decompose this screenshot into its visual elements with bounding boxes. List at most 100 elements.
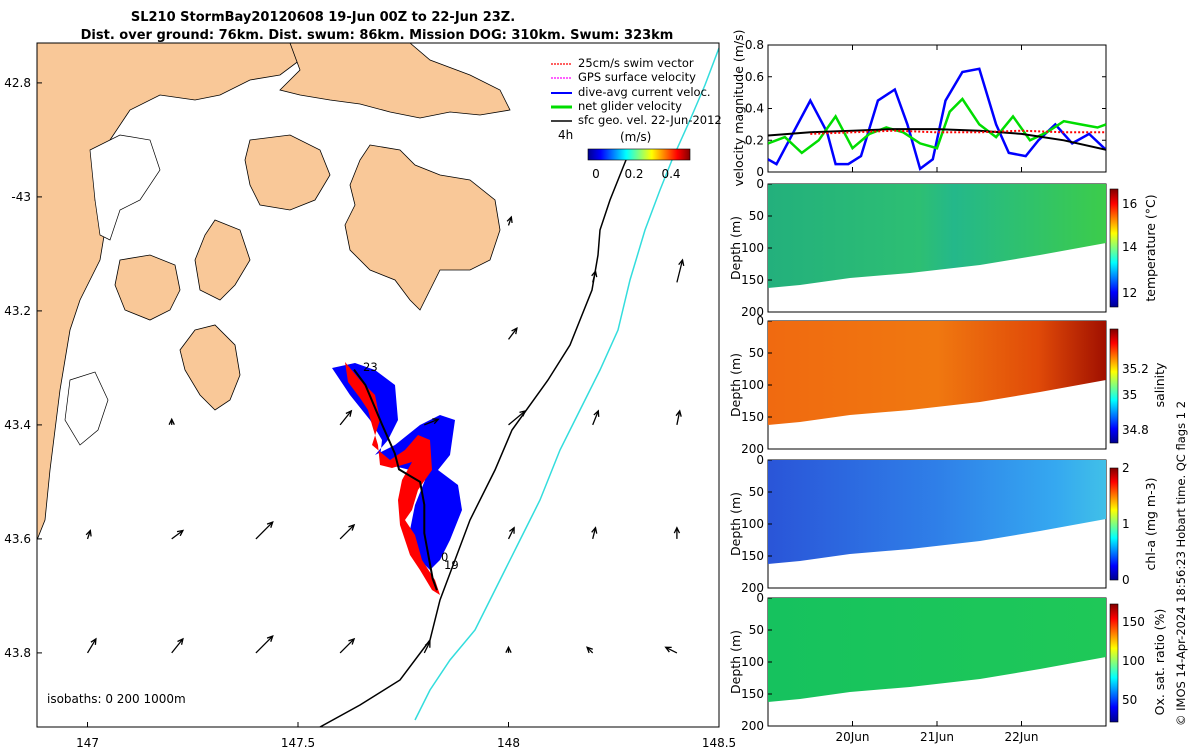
surface-vector [339,409,353,426]
depth-tick-label: 100 [741,378,764,392]
land-forestier [344,144,501,311]
oxygen-colorbar [1109,603,1119,723]
velocity-y-tick-label: 0 [756,165,764,179]
swim-vector-band [345,362,440,595]
colorbar-tick-1: 0.2 [624,167,643,181]
surface-vector [86,637,97,654]
surface-vector [591,269,598,283]
land-bruny [179,324,241,411]
map-panel: 23 0 19 147 147.5 148 148.5 42.8 -43 43.2 43.4… [4,42,736,750]
legend-label-swim: 25cm/s swim vector [578,56,694,70]
vector-head [266,635,274,642]
surface-vector [592,409,600,426]
vector-head [591,269,598,278]
vector-head [593,409,600,417]
profile-panels: Depth (m) 16 14 12 temperature (°C) Dept… [728,45,1167,744]
surface-vector [506,215,513,226]
legend-label-sfc: sfc geo. vel. 22-Jun-2012 [578,113,722,127]
velocity-series [768,67,1106,171]
map-x-tick-label: 148.5 [702,736,736,750]
vector-shaft [676,410,681,426]
surface-vector [85,529,92,540]
vector-shaft [507,527,515,540]
temperature-colorbar [1109,188,1119,308]
vector-head [508,526,515,534]
temperature-field [768,184,1106,288]
map-y-tick-label: -43 [11,190,31,204]
vector-shaft [255,521,274,540]
oxygen-cbar-tick-50: 50 [1122,693,1137,707]
vector-shaft [592,410,599,426]
vector-shaft [665,646,678,654]
surface-vector [676,258,685,283]
surface-vector [423,640,431,654]
time-tick-label: 20Jun [835,730,869,744]
velocity-y-tick-label: 0.8 [745,38,764,52]
map-x-tick-label: 148 [497,736,520,750]
chart-title-line2: Dist. over ground: 76km. Dist. swum: 86k… [81,28,674,43]
map-legend: 25cm/s swim vector GPS surface velocity … [551,56,722,181]
vector-shaft [339,524,355,540]
temperature-cbar-tick-12: 12 [1122,286,1137,300]
surface-vector [505,645,512,653]
depth-tick-label: 50 [749,485,764,499]
vector-shaft [339,638,355,654]
depth-tick-label: 150 [741,410,764,424]
salinity-panel: Depth (m) 35.2 35 34.8 salinity [728,320,1167,450]
vector-head [85,529,92,537]
colorbar-title: (m/s) [620,130,651,144]
map-y-tick-label: 43.4 [4,418,31,432]
velocity-series-line [768,128,1106,151]
vector-shaft [676,259,684,283]
salinity-cbar-tick-34-8: 34.8 [1122,423,1149,437]
vector-shaft [86,638,97,654]
vector-head [432,418,440,425]
velocity-panel: 0 0.2 0.4 0.6 0.8 velocity magnitude (m/s) [731,29,1107,187]
vector-head [519,409,527,417]
velocity-y-tick-label: 0.2 [745,133,764,147]
surface-vector [673,526,681,539]
land-tasman-north [114,254,181,321]
vector-head [586,646,593,654]
depth-tick-label: 0 [756,177,764,191]
map-y-tick-label: 42.8 [4,76,31,90]
map-y-tick-label: 43.6 [4,532,31,546]
salinity-field [768,321,1106,425]
surface-vector [508,409,527,426]
temperature-panel: Depth (m) 16 14 12 temperature (°C) [728,183,1158,313]
surface-vector [339,523,356,540]
surface-vector [675,409,682,426]
depth-tick-label: 200 [741,581,764,595]
vector-head [177,637,184,645]
track-label-start: 23 [363,360,378,374]
vector-head [348,523,356,531]
salinity-cbar-label: salinity [1152,362,1167,407]
vector-head [675,409,682,417]
track-label-end-a: 0 [441,550,448,564]
chla-cbar-label: chl-a (mg m-3) [1143,478,1158,571]
oxygen-cbar-tick-100: 100 [1122,654,1145,668]
oxygen-panel: Depth (m) 150 100 50 Ox. sat. ratio (%) [728,597,1167,727]
vector-head [511,327,518,335]
colorbar-tick-2: 0.4 [661,167,680,181]
chart-title-line1: SL210 StormBay20120608 19-Jun 00Z to 22-… [131,10,515,25]
legend-item-current: dive-avg current veloc. [551,85,711,99]
vector-head [591,526,598,534]
surface-vector [424,418,440,426]
legend-item-net: net glider velocity [551,99,682,113]
depth-tick-label: 200 [741,305,764,319]
legend-item-swim: 25cm/s swim vector [551,56,694,70]
map-y-axis: 42.8 -43 43.2 43.4 43.6 43.8 [4,76,42,660]
imos-note: © IMOS 14-Apr-2024 18:56:23 Hobart time.… [1174,401,1188,726]
legend-label-net: net glider velocity [578,99,682,113]
vector-head [506,215,513,224]
salinity-colorbar [1109,328,1119,444]
depth-tick-label: 200 [741,442,764,456]
glider-track [353,369,438,591]
time-tick-label: 22Jun [1004,730,1038,744]
depth-tick-label: 0 [756,591,764,605]
depth-tick-label: 150 [741,549,764,563]
oxygen-field [768,598,1106,702]
oxygen-cbar-tick-150: 150 [1122,615,1145,629]
